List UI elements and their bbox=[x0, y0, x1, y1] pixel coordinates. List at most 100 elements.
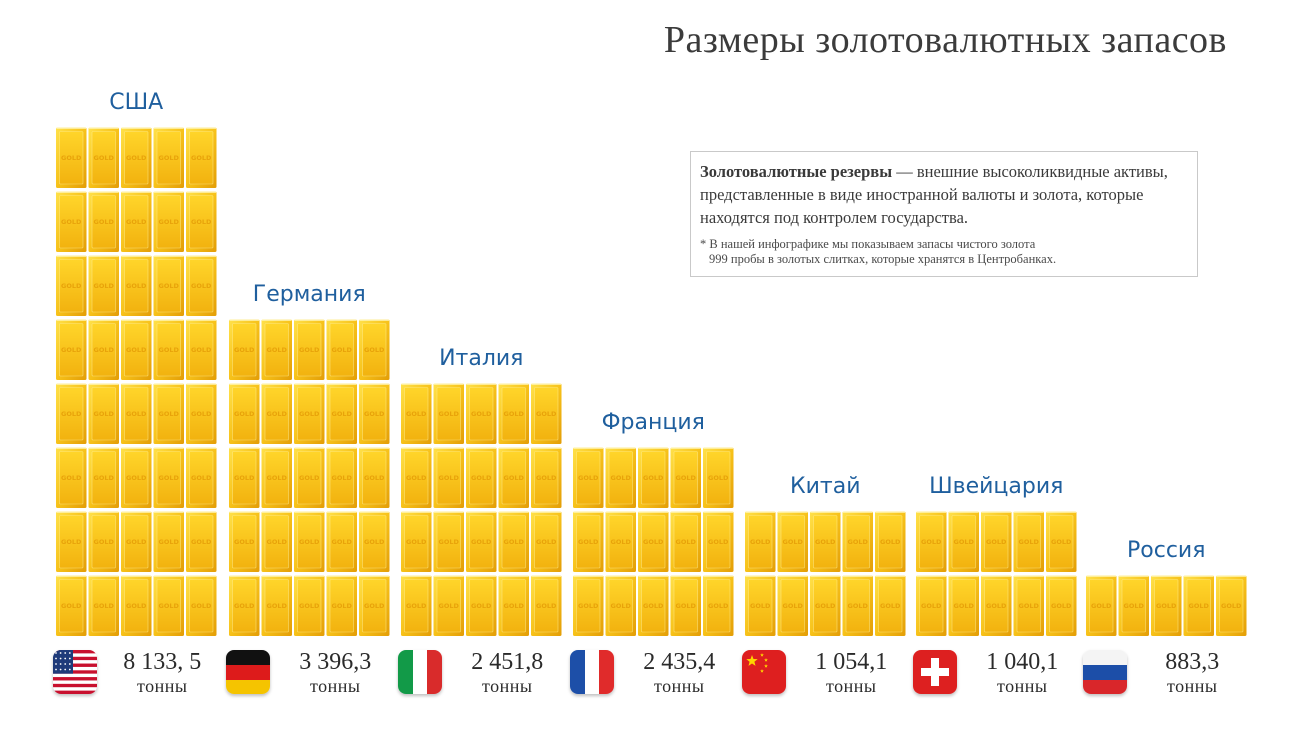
gold-bar: GOLD bbox=[294, 383, 325, 444]
svg-text:GOLD: GOLD bbox=[94, 282, 115, 290]
gold-bar: GOLD bbox=[875, 575, 906, 636]
gold-bar: GOLD bbox=[1046, 575, 1077, 636]
svg-text:GOLD: GOLD bbox=[191, 474, 212, 482]
definition-body: — внешние высоколиквидные активы, предст… bbox=[700, 162, 1168, 227]
gold-bar: GOLD bbox=[261, 383, 292, 444]
value-label: 2 435,4 тонны bbox=[619, 650, 740, 695]
gold-bar: GOLD bbox=[294, 447, 325, 508]
gold-bar: GOLD bbox=[294, 575, 325, 636]
svg-text:GOLD: GOLD bbox=[471, 410, 492, 418]
gold-bar: GOLD bbox=[573, 447, 604, 508]
svg-text:GOLD: GOLD bbox=[848, 602, 869, 610]
gold-bar: GOLD bbox=[466, 511, 497, 572]
svg-text:GOLD: GOLD bbox=[61, 282, 82, 290]
svg-text:GOLD: GOLD bbox=[191, 602, 212, 610]
gold-bar: GOLD bbox=[605, 447, 636, 508]
svg-text:GOLD: GOLD bbox=[61, 602, 82, 610]
svg-text:GOLD: GOLD bbox=[1051, 538, 1072, 546]
svg-text:GOLD: GOLD bbox=[504, 602, 525, 610]
gold-bar: GOLD bbox=[498, 511, 529, 572]
svg-text:GOLD: GOLD bbox=[191, 282, 212, 290]
svg-text:GOLD: GOLD bbox=[1019, 602, 1040, 610]
gold-bar: GOLD bbox=[703, 447, 734, 508]
svg-text:GOLD: GOLD bbox=[1091, 602, 1112, 610]
gold-bar: GOLD bbox=[1013, 511, 1044, 572]
svg-text:GOLD: GOLD bbox=[234, 474, 255, 482]
gold-bar: GOLD bbox=[153, 255, 184, 316]
gold-bar: GOLD bbox=[56, 383, 87, 444]
gold-bar: GOLD bbox=[88, 191, 119, 252]
value-number: 2 435,4 bbox=[643, 649, 716, 675]
bar-stack-4: GOLD GOLD GOLD GOLD GOLD GOLD GOLD GOLD GOLD GOLD bbox=[745, 511, 906, 636]
svg-text:GOLD: GOLD bbox=[439, 538, 460, 546]
value-label: 883,3 тонны bbox=[1132, 650, 1253, 695]
gold-bar: GOLD bbox=[56, 255, 87, 316]
gold-bar: GOLD bbox=[745, 575, 776, 636]
value-unit: тонны bbox=[482, 676, 533, 696]
svg-text:GOLD: GOLD bbox=[234, 538, 255, 546]
value-unit: тонны bbox=[654, 676, 705, 696]
gold-bar: GOLD bbox=[261, 511, 292, 572]
country-label: Китай bbox=[789, 473, 861, 499]
gold-bar: GOLD bbox=[401, 511, 432, 572]
usa-flag-icon bbox=[53, 650, 97, 694]
gold-bar: GOLD bbox=[359, 319, 390, 380]
gold-bar: GOLD bbox=[1046, 511, 1077, 572]
svg-text:GOLD: GOLD bbox=[94, 474, 115, 482]
gold-bar: GOLD bbox=[433, 447, 464, 508]
country-label: США bbox=[109, 89, 164, 115]
gold-bar: GOLD bbox=[121, 319, 152, 380]
svg-text:GOLD: GOLD bbox=[94, 538, 115, 546]
gold-bar: GOLD bbox=[433, 383, 464, 444]
svg-text:GOLD: GOLD bbox=[126, 282, 147, 290]
svg-text:GOLD: GOLD bbox=[126, 538, 147, 546]
svg-text:GOLD: GOLD bbox=[234, 346, 255, 354]
svg-text:GOLD: GOLD bbox=[611, 602, 632, 610]
gold-bar: GOLD bbox=[810, 575, 841, 636]
gold-bar: GOLD bbox=[229, 575, 260, 636]
svg-text:GOLD: GOLD bbox=[299, 538, 320, 546]
svg-text:GOLD: GOLD bbox=[536, 410, 557, 418]
gold-bar: GOLD bbox=[186, 255, 217, 316]
gold-bar: GOLD bbox=[261, 447, 292, 508]
bar-stack-3: GOLD GOLD GOLD GOLD GOLD GOLD GOLD GOLD GOLD GOLD… bbox=[573, 447, 734, 636]
svg-text:GOLD: GOLD bbox=[676, 538, 697, 546]
svg-text:GOLD: GOLD bbox=[332, 538, 353, 546]
gold-bar: GOLD bbox=[186, 191, 217, 252]
gold-bar: GOLD bbox=[88, 255, 119, 316]
gold-bar: GOLD bbox=[810, 511, 841, 572]
svg-text:GOLD: GOLD bbox=[191, 218, 212, 226]
svg-text:GOLD: GOLD bbox=[783, 538, 804, 546]
gold-bar: GOLD bbox=[498, 383, 529, 444]
gold-bar: GOLD bbox=[186, 127, 217, 188]
svg-text:GOLD: GOLD bbox=[406, 602, 427, 610]
svg-text:GOLD: GOLD bbox=[61, 154, 82, 162]
svg-text:GOLD: GOLD bbox=[332, 474, 353, 482]
svg-text:GOLD: GOLD bbox=[1189, 602, 1210, 610]
gold-bar: GOLD bbox=[359, 511, 390, 572]
gold-bar: GOLD bbox=[153, 383, 184, 444]
gold-bar: GOLD bbox=[229, 447, 260, 508]
gold-bar: GOLD bbox=[326, 383, 357, 444]
svg-text:GOLD: GOLD bbox=[61, 346, 82, 354]
value-label: 1 040,1 тонны bbox=[962, 650, 1083, 695]
svg-text:GOLD: GOLD bbox=[471, 538, 492, 546]
svg-text:GOLD: GOLD bbox=[126, 218, 147, 226]
definition-text: Золотовалютные резервы — внешние высокол… bbox=[700, 160, 1188, 229]
svg-text:GOLD: GOLD bbox=[921, 538, 942, 546]
gold-bar: GOLD bbox=[56, 191, 87, 252]
gold-bar: GOLD bbox=[88, 511, 119, 572]
gold-bar: GOLD bbox=[777, 511, 808, 572]
svg-text:GOLD: GOLD bbox=[611, 538, 632, 546]
gold-bar: GOLD bbox=[1151, 575, 1182, 636]
gold-bar: GOLD bbox=[948, 575, 979, 636]
value-number: 3 396,3 bbox=[299, 649, 372, 675]
svg-text:GOLD: GOLD bbox=[406, 538, 427, 546]
gold-bar: GOLD bbox=[1183, 575, 1214, 636]
gold-bar: GOLD bbox=[638, 447, 669, 508]
bar-stack-1: GOLD GOLD GOLD GOLD GOLD GOLD GOLD GOLD GOLD GOLD… bbox=[229, 319, 390, 636]
gold-bar: GOLD bbox=[121, 191, 152, 252]
germany-flag-icon bbox=[226, 650, 270, 694]
svg-text:GOLD: GOLD bbox=[471, 474, 492, 482]
gold-bar: GOLD bbox=[56, 511, 87, 572]
